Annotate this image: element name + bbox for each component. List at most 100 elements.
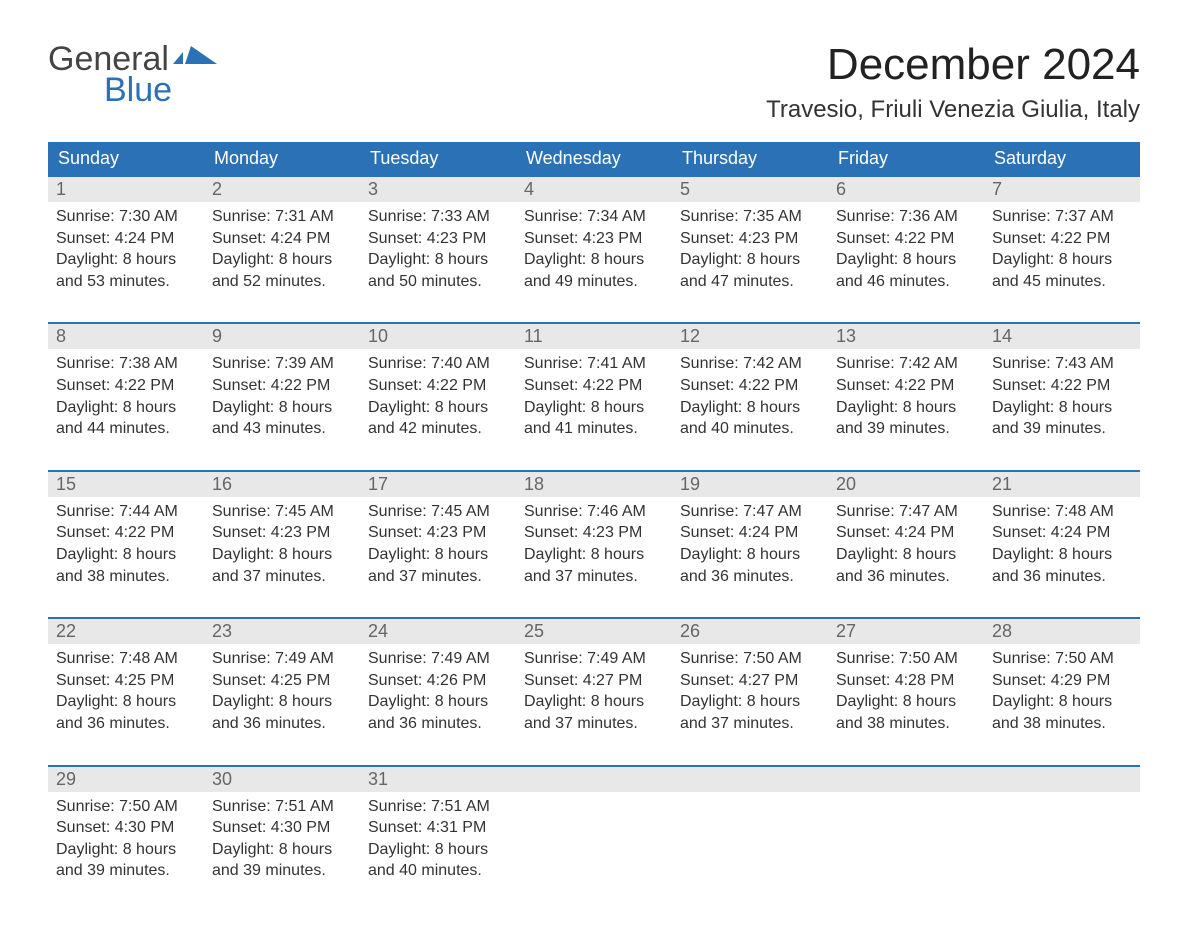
weekday-cell: Thursday [672,142,828,175]
day-cell: Sunrise: 7:50 AMSunset: 4:27 PMDaylight:… [672,644,828,742]
day-cell: Sunrise: 7:50 AMSunset: 4:29 PMDaylight:… [984,644,1140,742]
sunrise-text: Sunrise: 7:46 AM [524,501,664,523]
sunrise-text: Sunrise: 7:48 AM [56,648,196,670]
daylight-line-1: Daylight: 8 hours [992,691,1132,713]
daylight-line-2: and 37 minutes. [212,566,352,588]
daylight-line-1: Daylight: 8 hours [836,691,976,713]
day-number: 18 [516,472,672,497]
sunrise-text: Sunrise: 7:50 AM [56,796,196,818]
day-cell [672,792,828,890]
daylight-line-2: and 52 minutes. [212,271,352,293]
day-number: 25 [516,619,672,644]
sunset-text: Sunset: 4:24 PM [212,228,352,250]
daylight-line-2: and 37 minutes. [680,713,820,735]
day-cell: Sunrise: 7:40 AMSunset: 4:22 PMDaylight:… [360,349,516,447]
sunrise-text: Sunrise: 7:40 AM [368,353,508,375]
daylight-line-2: and 43 minutes. [212,418,352,440]
sunset-text: Sunset: 4:22 PM [524,375,664,397]
daylight-line-2: and 49 minutes. [524,271,664,293]
sunset-text: Sunset: 4:22 PM [836,228,976,250]
sunrise-text: Sunrise: 7:51 AM [212,796,352,818]
sunset-text: Sunset: 4:23 PM [524,228,664,250]
sunrise-text: Sunrise: 7:50 AM [992,648,1132,670]
calendar-week: 1234567Sunrise: 7:30 AMSunset: 4:24 PMDa… [48,175,1140,300]
sunset-text: Sunset: 4:23 PM [212,522,352,544]
calendar-week: 22232425262728Sunrise: 7:48 AMSunset: 4:… [48,617,1140,742]
sunset-text: Sunset: 4:24 PM [992,522,1132,544]
day-number [828,767,984,792]
sunrise-text: Sunrise: 7:50 AM [836,648,976,670]
daylight-line-2: and 38 minutes. [56,566,196,588]
daylight-line-2: and 37 minutes. [368,566,508,588]
daylight-line-1: Daylight: 8 hours [368,691,508,713]
daylight-line-1: Daylight: 8 hours [524,397,664,419]
sunrise-text: Sunrise: 7:35 AM [680,206,820,228]
sunset-text: Sunset: 4:24 PM [680,522,820,544]
sunset-text: Sunset: 4:30 PM [212,817,352,839]
sunrise-text: Sunrise: 7:49 AM [212,648,352,670]
sunrise-text: Sunrise: 7:39 AM [212,353,352,375]
day-number: 10 [360,324,516,349]
day-cell: Sunrise: 7:44 AMSunset: 4:22 PMDaylight:… [48,497,204,595]
daylight-line-2: and 39 minutes. [992,418,1132,440]
day-number: 22 [48,619,204,644]
sunset-text: Sunset: 4:26 PM [368,670,508,692]
day-cell: Sunrise: 7:50 AMSunset: 4:30 PMDaylight:… [48,792,204,890]
daylight-line-2: and 37 minutes. [524,566,664,588]
sunset-text: Sunset: 4:23 PM [524,522,664,544]
daylight-line-2: and 40 minutes. [680,418,820,440]
day-cell: Sunrise: 7:31 AMSunset: 4:24 PMDaylight:… [204,202,360,300]
daylight-line-2: and 38 minutes. [836,713,976,735]
calendar: SundayMondayTuesdayWednesdayThursdayFrid… [48,142,1140,890]
sunset-text: Sunset: 4:22 PM [368,375,508,397]
day-number: 5 [672,177,828,202]
daylight-line-1: Daylight: 8 hours [836,249,976,271]
sunset-text: Sunset: 4:27 PM [680,670,820,692]
daylight-line-1: Daylight: 8 hours [680,691,820,713]
daylight-line-1: Daylight: 8 hours [212,249,352,271]
daynum-row: 15161718192021 [48,472,1140,497]
daylight-line-2: and 41 minutes. [524,418,664,440]
day-number: 9 [204,324,360,349]
sunset-text: Sunset: 4:23 PM [680,228,820,250]
daylight-line-1: Daylight: 8 hours [56,544,196,566]
day-cell [828,792,984,890]
daylight-line-1: Daylight: 8 hours [212,397,352,419]
header-right: December 2024 Travesio, Friuli Venezia G… [766,40,1140,124]
weekday-cell: Sunday [48,142,204,175]
sunset-text: Sunset: 4:22 PM [992,228,1132,250]
day-number: 12 [672,324,828,349]
weekday-cell: Wednesday [516,142,672,175]
daylight-line-1: Daylight: 8 hours [212,544,352,566]
day-cell: Sunrise: 7:51 AMSunset: 4:30 PMDaylight:… [204,792,360,890]
day-cell: Sunrise: 7:39 AMSunset: 4:22 PMDaylight:… [204,349,360,447]
sunrise-text: Sunrise: 7:45 AM [368,501,508,523]
sunrise-text: Sunrise: 7:43 AM [992,353,1132,375]
weekday-cell: Monday [204,142,360,175]
sunset-text: Sunset: 4:22 PM [992,375,1132,397]
daylight-line-1: Daylight: 8 hours [992,249,1132,271]
day-cell: Sunrise: 7:49 AMSunset: 4:26 PMDaylight:… [360,644,516,742]
daynum-row: 293031 [48,767,1140,792]
day-number: 17 [360,472,516,497]
sunrise-text: Sunrise: 7:34 AM [524,206,664,228]
weekday-cell: Friday [828,142,984,175]
sunrise-text: Sunrise: 7:49 AM [524,648,664,670]
daylight-line-2: and 42 minutes. [368,418,508,440]
day-number: 21 [984,472,1140,497]
day-cell: Sunrise: 7:36 AMSunset: 4:22 PMDaylight:… [828,202,984,300]
sunset-text: Sunset: 4:22 PM [680,375,820,397]
daylight-line-1: Daylight: 8 hours [680,249,820,271]
daylight-line-2: and 47 minutes. [680,271,820,293]
daylight-line-2: and 39 minutes. [212,860,352,882]
calendar-week: 293031Sunrise: 7:50 AMSunset: 4:30 PMDay… [48,765,1140,890]
daylight-line-2: and 36 minutes. [992,566,1132,588]
day-cell: Sunrise: 7:35 AMSunset: 4:23 PMDaylight:… [672,202,828,300]
day-number: 2 [204,177,360,202]
sunrise-text: Sunrise: 7:51 AM [368,796,508,818]
brand-logo: General Blue [48,40,217,110]
day-cell: Sunrise: 7:33 AMSunset: 4:23 PMDaylight:… [360,202,516,300]
day-cell: Sunrise: 7:46 AMSunset: 4:23 PMDaylight:… [516,497,672,595]
day-number: 13 [828,324,984,349]
daylight-line-1: Daylight: 8 hours [368,397,508,419]
